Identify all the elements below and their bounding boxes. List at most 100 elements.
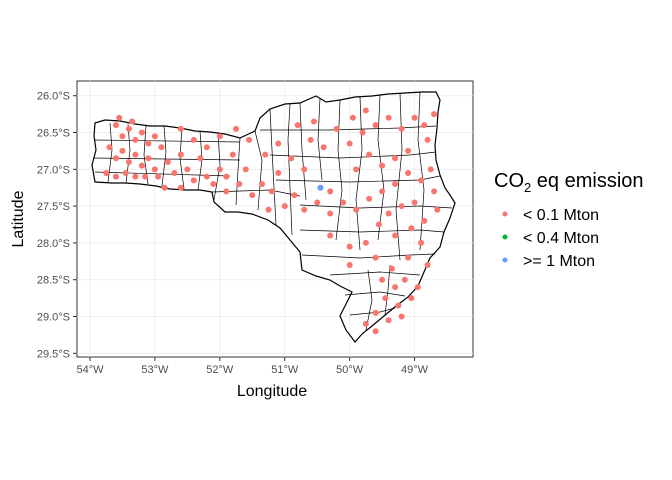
emission-point <box>320 144 327 151</box>
emission-point <box>392 232 399 239</box>
emission-point <box>375 221 382 228</box>
emission-point <box>424 262 431 268</box>
municipality-borders <box>92 91 453 331</box>
emission-point <box>418 177 425 184</box>
emission-point <box>421 122 428 129</box>
x-axis-ticks: 54°W 53°W 52°W 51°W 50°W 49°W <box>76 357 429 376</box>
emission-point <box>145 155 152 162</box>
emission-point <box>288 155 295 162</box>
emission-point <box>418 239 425 246</box>
emission-point <box>262 151 269 158</box>
x-tick-label: 51°W <box>271 364 299 376</box>
emission-point <box>275 140 282 147</box>
emission-point <box>333 125 340 132</box>
emission-point <box>353 206 360 213</box>
emission-point <box>314 199 321 206</box>
emission-point <box>421 217 428 224</box>
emission-point <box>268 188 275 195</box>
emission-point <box>301 166 308 173</box>
emission-point <box>132 151 139 158</box>
y-tick-label: 26.5°S <box>37 128 70 140</box>
x-tick-label: 54°W <box>76 364 104 376</box>
emission-point <box>434 206 441 213</box>
emission-point <box>310 118 317 125</box>
emission-point <box>158 144 165 151</box>
y-tick-label: 29.0°S <box>37 312 70 324</box>
emission-point <box>203 173 210 180</box>
emission-point <box>203 144 210 151</box>
emission-point <box>177 151 184 158</box>
emission-point <box>138 162 145 169</box>
emission-point <box>122 170 129 176</box>
x-tick-label: 52°W <box>206 364 234 376</box>
emission-point <box>119 147 126 154</box>
emission-point <box>327 188 334 195</box>
emission-point <box>382 295 389 302</box>
emission-point <box>197 155 204 162</box>
emission-point <box>216 166 223 173</box>
emission-point <box>164 158 171 165</box>
emission-point <box>145 140 152 147</box>
emission-point <box>112 122 119 129</box>
emission-point <box>116 114 123 121</box>
emission-point <box>151 166 158 173</box>
y-tick-label: 28.5°S <box>37 275 70 287</box>
emission-point <box>281 203 288 210</box>
plot-panel <box>76 80 474 358</box>
emission-point <box>301 206 308 213</box>
emission-point <box>388 265 395 272</box>
emission-point <box>129 118 136 125</box>
emission-point <box>307 136 314 143</box>
emission-point <box>379 162 386 169</box>
emission-point <box>385 317 392 324</box>
emission-point <box>171 170 178 176</box>
emission-point <box>346 243 353 250</box>
emission-point <box>346 140 353 147</box>
emission-point <box>155 173 162 180</box>
emission-point <box>411 199 418 206</box>
emission-point <box>216 133 223 140</box>
emission-point <box>401 276 408 283</box>
legend-entry-label: < 0.1 Mton <box>523 207 599 224</box>
x-tick-label: 53°W <box>141 364 169 376</box>
emission-point <box>106 144 113 151</box>
emission-point <box>210 181 217 188</box>
emission-point <box>372 328 379 335</box>
emission-point <box>414 284 421 291</box>
emission-point <box>372 309 379 316</box>
emission-point <box>392 284 399 291</box>
x-axis-title: Longitude <box>237 383 307 400</box>
emission-point <box>340 199 347 206</box>
emission-point <box>353 166 360 173</box>
emission-point <box>398 125 405 132</box>
emission-point <box>346 262 353 268</box>
emission-point <box>385 210 392 217</box>
state-outline <box>91 91 456 343</box>
legend-entry-label: < 0.4 Mton <box>523 230 599 247</box>
emission-point <box>223 188 230 195</box>
emission-points <box>103 107 441 335</box>
emission-point <box>223 173 230 180</box>
emission-point <box>362 320 369 327</box>
emission-point <box>408 225 415 232</box>
emission-point <box>366 195 373 202</box>
emission-point <box>125 125 132 132</box>
emission-point <box>229 151 236 158</box>
emission-point <box>151 133 158 140</box>
emission-point <box>379 188 386 195</box>
emission-point <box>177 125 184 132</box>
emission-point <box>395 302 402 309</box>
emission-point <box>372 254 379 261</box>
y-axis-title: Latitude <box>10 190 27 247</box>
emission-point <box>246 136 253 143</box>
emission-point <box>392 181 399 188</box>
emission-point <box>233 125 240 132</box>
emission-point <box>362 107 369 114</box>
emission-point <box>408 295 415 302</box>
emission-point <box>112 173 119 180</box>
emission-point <box>259 181 266 188</box>
emission-point <box>142 173 149 180</box>
emission-point <box>349 114 356 121</box>
emission-point <box>362 239 369 246</box>
emission-point <box>190 136 197 143</box>
